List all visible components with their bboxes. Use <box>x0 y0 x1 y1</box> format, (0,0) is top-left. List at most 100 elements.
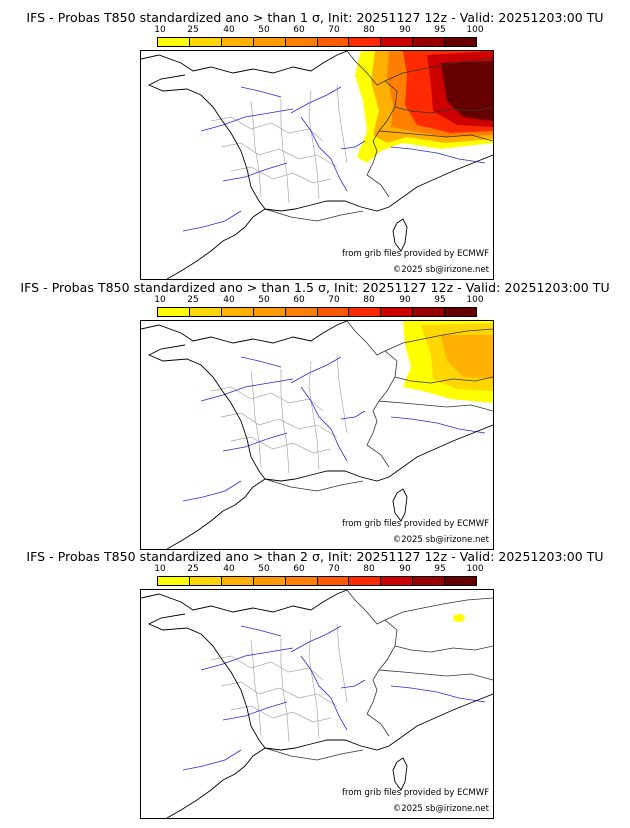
map-frame: from grib files provided by ECMWF ©2025 … <box>140 589 494 819</box>
colorbar-tick: 60 <box>293 25 305 35</box>
panel-title: IFS - Probas T850 standardized ano > tha… <box>26 549 604 564</box>
coastline <box>141 321 493 549</box>
coastline <box>141 51 493 279</box>
colorbar-swatch <box>189 577 222 585</box>
panel-title: IFS - Probas T850 standardized ano > tha… <box>20 280 610 295</box>
colorbar-tick: 100 <box>466 564 484 574</box>
probability-field <box>355 51 493 163</box>
colorbar-tick: 100 <box>466 295 484 305</box>
colorbar-swatch <box>285 38 318 46</box>
colorbar-swatch <box>158 308 190 316</box>
colorbar-tick: 25 <box>187 564 199 574</box>
colorbar-swatch <box>253 38 286 46</box>
colorbar-swatch <box>253 308 286 316</box>
colorbar-tick: 10 <box>154 295 166 305</box>
prob-area-10 <box>453 614 465 622</box>
corsica-outline <box>392 757 408 791</box>
map-frame: from grib files provided by ECMWF ©2025 … <box>140 50 494 280</box>
country-borders <box>264 590 493 761</box>
colorbar-tick: 70 <box>328 564 340 574</box>
department-boundaries <box>210 354 348 474</box>
colorbar <box>157 576 477 586</box>
country-borders <box>264 321 493 492</box>
colorbar-tick: 10 <box>154 564 166 574</box>
colorbar-swatch <box>381 308 414 316</box>
colorbar-tick: 80 <box>363 564 375 574</box>
colorbar <box>157 37 477 47</box>
colorbar-swatch <box>253 577 286 585</box>
colorbar-tick: 60 <box>293 564 305 574</box>
colorbar-swatch <box>317 38 350 46</box>
rivers <box>182 86 486 232</box>
map-svg <box>141 321 493 549</box>
colorbar-swatch <box>381 577 414 585</box>
colorbar-swatch <box>381 38 414 46</box>
colorbar-swatch <box>349 308 382 316</box>
colorbar-swatch <box>221 577 254 585</box>
colorbar-tick: 95 <box>434 295 446 305</box>
colorbar-tick: 60 <box>293 295 305 305</box>
colorbar-swatch <box>349 577 382 585</box>
colorbar-swatch <box>158 38 190 46</box>
colorbar-tick: 25 <box>187 25 199 35</box>
colorbar-swatch <box>445 38 477 46</box>
colorbar-swatch <box>221 38 254 46</box>
colorbar-tick: 90 <box>399 564 411 574</box>
colorbar-tick: 90 <box>399 295 411 305</box>
source-credit: from grib files provided by ECMWF <box>342 519 489 529</box>
colorbar-swatch <box>158 577 190 585</box>
colorbar-tick: 50 <box>258 564 270 574</box>
colorbar-swatch <box>349 38 382 46</box>
colorbar-tick: 25 <box>187 295 199 305</box>
colorbar-swatch <box>285 577 318 585</box>
colorbar <box>157 307 477 317</box>
probability-field <box>453 614 465 622</box>
colorbar-tick: 90 <box>399 25 411 35</box>
copyright-credit: ©2025 sb@irizone.net <box>392 804 489 814</box>
colorbar-tick: 80 <box>363 295 375 305</box>
department-boundaries <box>210 84 348 204</box>
copyright-credit: ©2025 sb@irizone.net <box>392 265 489 275</box>
colorbar-swatch <box>317 577 350 585</box>
colorbar-tick: 70 <box>328 295 340 305</box>
copyright-credit: ©2025 sb@irizone.net <box>392 535 489 545</box>
colorbar-tick: 40 <box>223 564 235 574</box>
rivers <box>182 625 486 771</box>
colorbar-swatch <box>413 577 446 585</box>
source-credit: from grib files provided by ECMWF <box>342 249 489 259</box>
colorbar-swatch <box>317 308 350 316</box>
prob-area-40 <box>441 335 493 379</box>
map-svg <box>141 590 493 818</box>
colorbar-tick-labels: 10 25 40 50 60 70 80 90 95 100 <box>154 564 483 574</box>
colorbar-tick: 50 <box>258 295 270 305</box>
colorbar-tick: 50 <box>258 25 270 35</box>
map-frame: from grib files provided by ECMWF ©2025 … <box>140 320 494 550</box>
map-svg <box>141 51 493 279</box>
colorbar-swatch <box>413 38 446 46</box>
colorbar-tick: 40 <box>223 295 235 305</box>
corsica-outline <box>392 488 408 522</box>
panel-title: IFS - Probas T850 standardized ano > tha… <box>26 10 604 25</box>
colorbar-tick: 40 <box>223 25 235 35</box>
colorbar-tick: 10 <box>154 25 166 35</box>
rivers <box>182 356 486 502</box>
colorbar-tick: 100 <box>466 25 484 35</box>
country-borders <box>264 51 493 222</box>
colorbar-swatch <box>189 38 222 46</box>
colorbar-tick: 95 <box>434 25 446 35</box>
map-panel-1: IFS - Probas T850 standardized ano > tha… <box>0 10 630 280</box>
map-panel-2: IFS - Probas T850 standardized ano > tha… <box>0 280 630 550</box>
map-panel-3: IFS - Probas T850 standardized ano > tha… <box>0 549 630 819</box>
prob-area-100 <box>441 61 493 121</box>
colorbar-tick-labels: 10 25 40 50 60 70 80 90 95 100 <box>154 295 483 305</box>
department-boundaries <box>210 623 348 743</box>
probability-field <box>403 321 493 403</box>
colorbar-swatch <box>445 577 477 585</box>
colorbar-tick: 95 <box>434 564 446 574</box>
colorbar-swatch <box>445 308 477 316</box>
colorbar-swatch <box>189 308 222 316</box>
colorbar-tick-labels: 10 25 40 50 60 70 80 90 95 100 <box>154 25 483 35</box>
coastline <box>141 590 493 818</box>
colorbar-tick: 70 <box>328 25 340 35</box>
source-credit: from grib files provided by ECMWF <box>342 788 489 798</box>
